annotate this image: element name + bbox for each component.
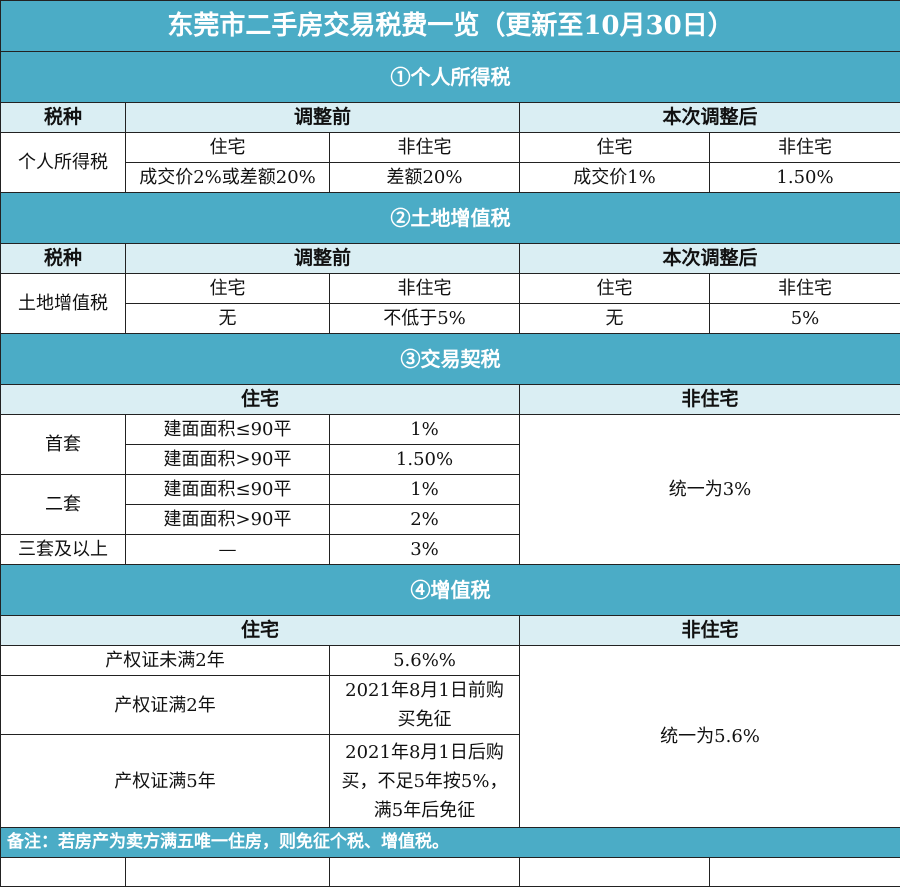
- sub-header: 非住宅: [330, 133, 520, 163]
- page-title: 东莞市二手房交易税费一览（更新至10月30日）: [1, 1, 900, 52]
- value-cell: 1%: [330, 415, 520, 445]
- tax-name: 土地增值税: [1, 274, 126, 334]
- value-cell: 1%: [330, 475, 520, 505]
- header-after: 本次调整后: [520, 103, 900, 133]
- condition-cell: 产权证满2年: [1, 676, 330, 735]
- sub-header: 住宅: [520, 133, 710, 163]
- sub-header: 非住宅: [710, 274, 900, 304]
- first-home: 首套: [1, 415, 126, 475]
- condition-cell: 产权证满5年: [1, 735, 330, 828]
- value-cell: 差额20%: [330, 163, 520, 193]
- header-before: 调整前: [126, 103, 520, 133]
- condition-cell: —: [126, 535, 330, 565]
- empty-cell: [126, 858, 330, 887]
- sub-header: 住宅: [126, 274, 330, 304]
- section-title-vat: ④增值税: [1, 565, 900, 616]
- footnote: 备注：若房产为卖方满五唯一住房，则免征个税、增值税。: [1, 828, 900, 858]
- value-cell: 1.50%: [330, 445, 520, 475]
- value-cell: 5%: [710, 304, 900, 334]
- value-cell: 无: [520, 304, 710, 334]
- header-tax-type: 税种: [1, 244, 126, 274]
- header-non-residential: 非住宅: [520, 385, 900, 415]
- value-cell: 2021年8月1日后购买，不足5年按5%，满5年后免征: [330, 735, 520, 828]
- header-after: 本次调整后: [520, 244, 900, 274]
- empty-cell: [520, 858, 710, 887]
- section-title-income-tax: ①个人所得税: [1, 52, 900, 103]
- condition-cell: 建面面积≤90平: [126, 475, 330, 505]
- condition-cell: 建面面积>90平: [126, 445, 330, 475]
- header-before: 调整前: [126, 244, 520, 274]
- second-home: 二套: [1, 475, 126, 535]
- header-tax-type: 税种: [1, 103, 126, 133]
- value-cell: 1.50%: [710, 163, 900, 193]
- value-cell: 不低于5%: [330, 304, 520, 334]
- non-residential-vat: 统一为5.6%: [520, 646, 900, 828]
- section-title-deed-tax: ③交易契税: [1, 334, 900, 385]
- value-cell: 成交价1%: [520, 163, 710, 193]
- value-cell: 2%: [330, 505, 520, 535]
- condition-cell: 建面面积>90平: [126, 505, 330, 535]
- header-residential: 住宅: [1, 616, 520, 646]
- value-cell: 2021年8月1日前购买免征: [330, 676, 520, 735]
- non-residential-deed-tax: 统一为3%: [520, 415, 900, 565]
- empty-cell: [1, 858, 126, 887]
- sub-header: 住宅: [126, 133, 330, 163]
- header-residential: 住宅: [1, 385, 520, 415]
- condition-cell: 产权证未满2年: [1, 646, 330, 676]
- tax-name: 个人所得税: [1, 133, 126, 193]
- section-title-land-tax: ②土地增值税: [1, 193, 900, 244]
- empty-cell: [330, 858, 520, 887]
- value-cell: 成交价2%或差额20%: [126, 163, 330, 193]
- third-home: 三套及以上: [1, 535, 126, 565]
- sub-header: 非住宅: [330, 274, 520, 304]
- value-cell: 无: [126, 304, 330, 334]
- empty-cell: [710, 858, 900, 887]
- value-cell: 3%: [330, 535, 520, 565]
- condition-cell: 建面面积≤90平: [126, 415, 330, 445]
- value-cell: 5.6%%: [330, 646, 520, 676]
- sub-header: 住宅: [520, 274, 710, 304]
- header-non-residential: 非住宅: [520, 616, 900, 646]
- sub-header: 非住宅: [710, 133, 900, 163]
